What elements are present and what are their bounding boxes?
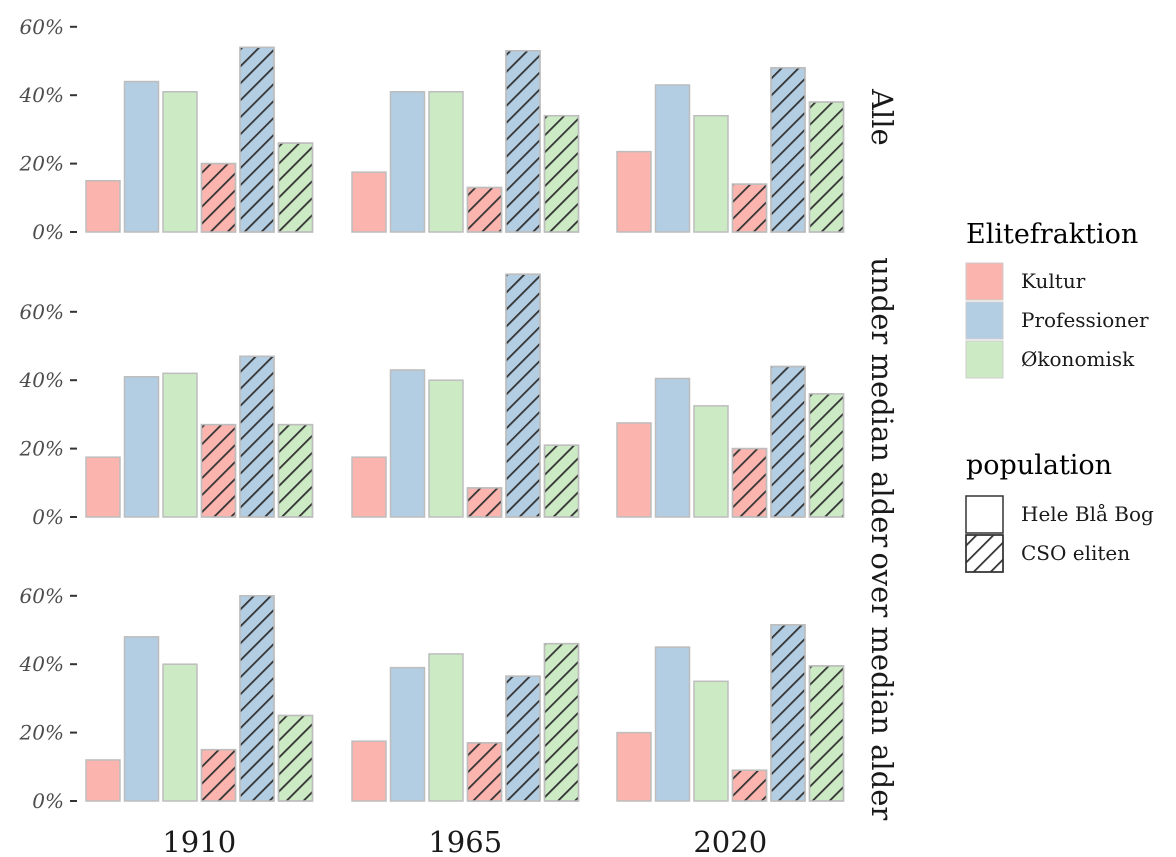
bar-hatch [200,162,237,233]
facet-col-label: 1965 [428,825,502,857]
bar-hatch [200,748,237,802]
legend-key [965,262,1004,301]
bar-hatch [239,355,275,518]
bar [428,91,464,233]
bar-hatch [808,101,845,233]
bar-hatch [466,742,503,802]
bar [162,91,198,233]
bar-hatch [731,769,768,802]
y-tick-label: 0% [32,220,64,244]
panels: 0% 20% 40% 60% Alle 0% 20% 40% 60% under median a… [19,15,899,857]
bar-hatch [543,444,580,518]
legend-label: Kultur [1021,269,1086,293]
y-tick-label: 20% [19,152,64,176]
bar [616,731,652,802]
bar [616,422,652,518]
legend-label: Hele Blå Bog [1021,502,1154,526]
y-tick-label: 40% [19,652,64,676]
y-tick-label: 40% [19,83,64,107]
bar [351,456,387,518]
bar [428,653,464,802]
legend-label: Professioner [1021,308,1149,332]
bar-hatch [731,447,768,518]
y-tick-label: 20% [19,437,64,461]
facet-row-label: over median alder [865,552,899,820]
bar [85,179,121,233]
bar [693,680,729,802]
y-tick-label: 60% [20,300,64,324]
bar-hatch [505,675,541,802]
y-tick-label: 0% [32,505,64,529]
bar-hatch [543,114,580,233]
pattern-legend-title: population [966,450,1112,481]
facet-row-label: under median alder [865,257,899,547]
bar-hatch [466,487,503,518]
bar [389,91,426,233]
bar-hatch [466,186,503,233]
legend-key [965,340,1004,379]
bar-hatch [200,423,237,518]
bar-hatch [770,365,806,518]
bar [654,377,691,518]
bar [616,150,652,233]
legend-label: CSO eliten [1021,541,1130,565]
bar [123,636,160,802]
legend-key [965,301,1004,340]
bar-hatch [808,665,845,802]
bar [654,646,691,802]
facet-col-label: 2020 [693,825,767,857]
fill-legend-title: Elitefraktion [966,219,1138,250]
bar [428,379,464,518]
facet-row-label: Alle [865,88,899,146]
bar-hatch [239,46,275,233]
bar-hatch [239,595,275,802]
bar-hatch [731,183,768,233]
bar [123,80,160,233]
bar [85,456,121,518]
bar [654,84,691,233]
bar [162,663,198,802]
bar-hatch [770,624,806,802]
bar [389,369,426,518]
bar [351,171,387,233]
bar [351,740,387,802]
legend-label: Økonomisk [1021,347,1135,371]
legend-key [965,495,1004,534]
legend: Elitefraktion Kultur Professioner Økonomis… [965,219,1154,573]
bar-hatch [505,49,541,233]
bar-hatch [770,67,806,233]
bar [389,666,426,802]
y-tick-label: 60% [20,15,64,39]
bar-hatch [808,393,845,518]
y-tick-label: 40% [19,368,64,392]
y-tick-label: 20% [19,721,64,745]
bar [123,376,160,518]
y-tick-label: 0% [32,789,64,813]
bar-hatch [277,423,314,518]
facet-col-label: 1910 [162,825,236,857]
bar [85,759,121,802]
legend-key-hatch [965,534,1004,573]
bar [693,114,729,233]
bar-hatch [543,642,580,802]
bar-hatch [505,273,541,518]
bar-hatch [277,142,314,233]
bar-hatch [277,714,314,802]
bar [162,372,198,518]
y-tick-label: 60% [20,584,64,608]
bar [693,405,729,518]
